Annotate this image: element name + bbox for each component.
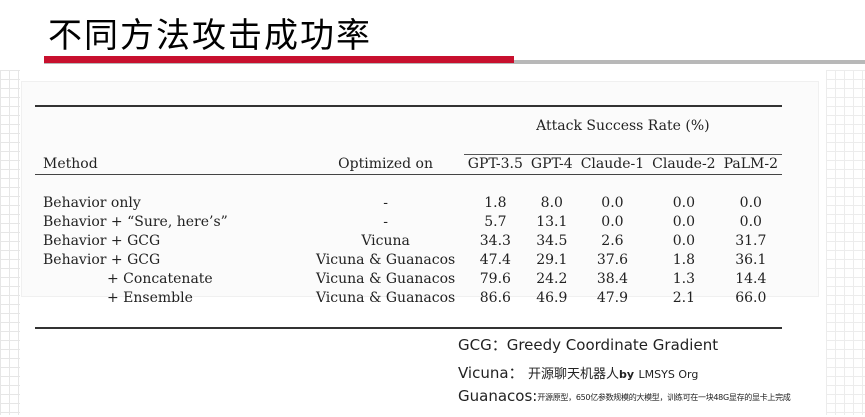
cell-value: 34.5 xyxy=(536,233,568,249)
cell-value: 66.0 xyxy=(735,290,767,306)
note-vicuna-by: by xyxy=(619,368,635,381)
col-header-model: GPT-4 xyxy=(530,156,573,172)
cell-optimized: Vicuna xyxy=(361,233,410,249)
cell-value: 0.0 xyxy=(672,214,695,230)
note-vicuna: Vicuna： 开源聊天机器人by LMSYS Org xyxy=(458,362,698,383)
cell-value: 36.1 xyxy=(735,252,767,268)
table-row: + Ensemble Vicuna & Guanacos 86.6 46.9 4… xyxy=(35,289,782,308)
cell-value: 34.3 xyxy=(479,233,511,249)
cell-method: + Concatenate xyxy=(107,271,213,287)
cell-value: 0.0 xyxy=(739,214,762,230)
cell-optimized: Vicuna & Guanacos xyxy=(315,252,456,268)
note-gcg: GCG：Greedy Coordinate Gradient xyxy=(458,336,719,354)
decorative-grid-left xyxy=(0,70,20,415)
cell-optimized: - xyxy=(383,195,388,211)
note-vicuna-org: LMSYS Org xyxy=(638,368,699,381)
cell-value: 5.7 xyxy=(484,214,507,230)
cell-method: Behavior + “Sure, here’s” xyxy=(43,214,228,230)
cell-value: 13.1 xyxy=(536,214,568,230)
cell-value: 0.0 xyxy=(672,195,695,211)
cell-value: 2.6 xyxy=(601,233,624,249)
cell-method: Behavior + GCG xyxy=(43,233,161,249)
title-underline-red xyxy=(44,56,514,63)
col-header-model: GPT-3.5 xyxy=(467,156,523,172)
cell-value: 37.6 xyxy=(596,252,628,268)
table-row: Behavior + GCG Vicuna & Guanacos 47.4 29… xyxy=(35,251,782,270)
cell-value: 0.0 xyxy=(601,214,624,230)
note-guanacos-term: Guanacos: xyxy=(458,387,538,405)
asr-group-header: Attack Success Rate (%) xyxy=(536,117,710,134)
cell-value: 0.0 xyxy=(601,195,624,211)
cell-value: 47.9 xyxy=(596,290,628,306)
cell-value: 1.3 xyxy=(672,271,695,287)
table-row: Behavior only - 1.8 8.0 0.0 0.0 0.0 xyxy=(35,194,782,213)
cell-value: 46.9 xyxy=(536,290,568,306)
results-table: Attack Success Rate (%) Method Optimized… xyxy=(35,105,782,329)
note-vicuna-term: Vicuna： xyxy=(458,364,524,382)
cell-value: 0.0 xyxy=(672,233,695,249)
cell-value: 0.0 xyxy=(739,195,762,211)
cell-value: 31.7 xyxy=(735,233,767,249)
note-guanacos-desc: 开源原型，650亿参数规模的大模型，训练可在一块48G显存的显卡上完成 xyxy=(537,393,791,402)
column-header-row: Method Optimized on GPT-3.5 GPT-4 Claude… xyxy=(35,154,782,174)
cell-value: 29.1 xyxy=(536,252,568,268)
note-vicuna-desc: 开源聊天机器人 xyxy=(528,367,620,382)
cell-value: 1.8 xyxy=(672,252,695,268)
table-bottom-rule xyxy=(35,307,782,329)
cell-value: 47.4 xyxy=(479,252,511,268)
cell-method: Behavior + GCG xyxy=(43,252,161,268)
table-top-rule xyxy=(35,105,782,116)
col-header-model: Claude-1 xyxy=(580,156,645,172)
cell-method: Behavior only xyxy=(43,195,141,211)
decorative-grid-right xyxy=(826,70,865,415)
cell-value: 8.0 xyxy=(540,195,563,211)
table-row: Behavior + “Sure, here’s” - 5.7 13.1 0.0… xyxy=(35,213,782,232)
col-header-model: PaLM-2 xyxy=(723,156,778,172)
cell-value: 2.1 xyxy=(672,290,695,306)
col-header-optimized: Optimized on xyxy=(338,155,433,172)
cell-method: + Ensemble xyxy=(107,290,193,306)
col-header-model: Claude-2 xyxy=(652,156,716,172)
cell-value: 14.4 xyxy=(735,271,767,287)
note-guanacos: Guanacos:开源原型，650亿参数规模的大模型，训练可在一块48G显存的显… xyxy=(458,387,791,405)
group-header-row: Attack Success Rate (%) xyxy=(35,116,782,135)
cell-optimized: - xyxy=(383,214,388,230)
asr-group-rule xyxy=(463,135,782,155)
cell-value: 79.6 xyxy=(479,271,511,287)
table-row: + Concatenate Vicuna & Guanacos 79.6 24.… xyxy=(35,270,782,289)
cell-value: 24.2 xyxy=(536,271,568,287)
table-mid-rule xyxy=(35,173,782,194)
cell-value: 38.4 xyxy=(596,271,628,287)
cell-value: 1.8 xyxy=(484,195,507,211)
table-row: Behavior + GCG Vicuna 34.3 34.5 2.6 0.0 … xyxy=(35,232,782,251)
cell-optimized: Vicuna & Guanacos xyxy=(315,290,456,306)
cell-value: 86.6 xyxy=(479,290,511,306)
col-header-method: Method xyxy=(43,155,98,172)
cell-optimized: Vicuna & Guanacos xyxy=(315,271,456,287)
slide-title: 不同方法攻击成功率 xyxy=(48,16,372,56)
